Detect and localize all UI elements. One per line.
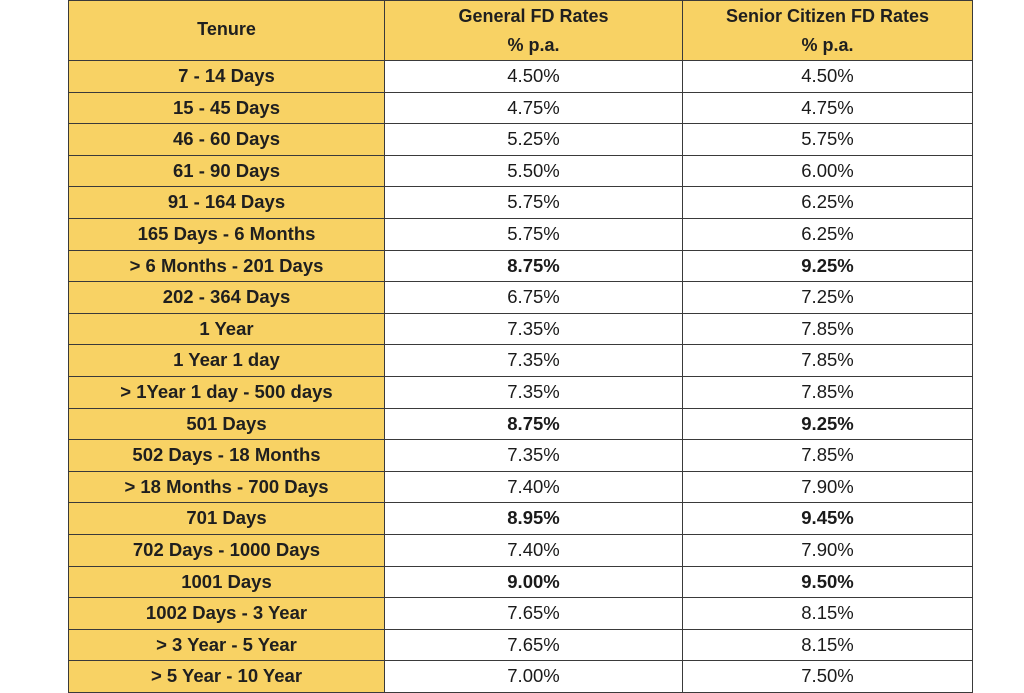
- tenure-cell: > 5 Year - 10 Year: [68, 660, 385, 693]
- senior-rate-cell: 6.00%: [682, 154, 973, 188]
- table-row: 502 Days - 18 Months 7.35% 7.85%: [68, 439, 973, 472]
- tenure-cell: 701 Days: [68, 502, 385, 535]
- general-rate-cell: 4.75%: [384, 91, 683, 125]
- tenure-cell: > 18 Months - 700 Days: [68, 470, 385, 504]
- tenure-column-header: Tenure: [68, 0, 385, 61]
- senior-rate-cell: 9.50%: [682, 565, 973, 599]
- general-rate-cell: 7.00%: [384, 660, 683, 693]
- senior-rate-cell: 7.85%: [682, 439, 973, 472]
- senior-rate-cell: 7.90%: [682, 470, 973, 504]
- senior-rate-cell: 7.85%: [682, 375, 973, 409]
- senior-rate-cell: 4.75%: [682, 91, 973, 125]
- senior-rate-cell: 9.25%: [682, 407, 973, 441]
- senior-rate-cell: 7.85%: [682, 312, 973, 346]
- table-row: 61 - 90 Days 5.50% 6.00%: [68, 154, 973, 188]
- senior-rate-cell: 9.45%: [682, 502, 973, 535]
- table-row: > 18 Months - 700 Days 7.40% 7.90%: [68, 470, 973, 504]
- table-row: 46 - 60 Days 5.25% 5.75%: [68, 123, 973, 156]
- general-rate-cell: 5.50%: [384, 154, 683, 188]
- senior-rate-cell: 8.15%: [682, 597, 973, 630]
- senior-rates-header-label: Senior Citizen FD Rates: [725, 6, 930, 26]
- table-row: 202 - 364 Days 6.75% 7.25%: [68, 281, 973, 314]
- general-rate-cell: 8.75%: [384, 407, 683, 441]
- senior-rate-cell: 7.85%: [682, 344, 973, 377]
- senior-rate-cell: 9.25%: [682, 249, 973, 283]
- tenure-cell: 7 - 14 Days: [68, 60, 385, 93]
- fd-rates-table: Tenure General FD Rates % p.a. Senior Ci…: [68, 0, 973, 693]
- table-header: Tenure General FD Rates % p.a. Senior Ci…: [68, 0, 973, 61]
- general-rate-cell: 7.35%: [384, 439, 683, 472]
- tenure-cell: 165 Days - 6 Months: [68, 217, 385, 251]
- tenure-cell: 1 Year 1 day: [68, 344, 385, 377]
- table-row: 702 Days - 1000 Days 7.40% 7.90%: [68, 533, 973, 567]
- tenure-cell: > 6 Months - 201 Days: [68, 249, 385, 283]
- tenure-cell: 501 Days: [68, 407, 385, 441]
- tenure-cell: 1001 Days: [68, 565, 385, 599]
- senior-rate-cell: 6.25%: [682, 217, 973, 251]
- table-row: 91 - 164 Days 5.75% 6.25%: [68, 186, 973, 219]
- general-rate-cell: 4.50%: [384, 60, 683, 93]
- general-rate-cell: 7.40%: [384, 533, 683, 567]
- table-row: 1 Year 7.35% 7.85%: [68, 312, 973, 346]
- table-row: 701 Days 8.95% 9.45%: [68, 502, 973, 535]
- table-row: 1 Year 1 day 7.35% 7.85%: [68, 344, 973, 377]
- table-row: > 6 Months - 201 Days 8.75% 9.25%: [68, 249, 973, 283]
- general-rate-cell: 5.75%: [384, 217, 683, 251]
- senior-rate-cell: 6.25%: [682, 186, 973, 219]
- table-row: 7 - 14 Days 4.50% 4.50%: [68, 60, 973, 93]
- general-rate-cell: 8.75%: [384, 249, 683, 283]
- table-row: 501 Days 8.75% 9.25%: [68, 407, 973, 441]
- header-row: Tenure General FD Rates % p.a. Senior Ci…: [68, 0, 973, 61]
- general-rate-cell: 5.75%: [384, 186, 683, 219]
- tenure-cell: 1 Year: [68, 312, 385, 346]
- tenure-cell: 502 Days - 18 Months: [68, 439, 385, 472]
- general-rate-cell: 6.75%: [384, 281, 683, 314]
- general-rates-unit-label: % p.a.: [507, 35, 560, 55]
- senior-rate-cell: 7.90%: [682, 533, 973, 567]
- senior-rate-cell: 5.75%: [682, 123, 973, 156]
- table-body: 7 - 14 Days 4.50% 4.50% 15 - 45 Days 4.75% 4.…: [68, 60, 973, 693]
- tenure-cell: > 3 Year - 5 Year: [68, 628, 385, 662]
- general-rates-column-header: General FD Rates % p.a.: [384, 0, 683, 61]
- table-row: > 5 Year - 10 Year 7.00% 7.50%: [68, 660, 973, 693]
- tenure-cell: 1002 Days - 3 Year: [68, 597, 385, 630]
- general-rate-cell: 7.65%: [384, 628, 683, 662]
- tenure-cell: 46 - 60 Days: [68, 123, 385, 156]
- general-rate-cell: 5.25%: [384, 123, 683, 156]
- senior-rate-cell: 7.50%: [682, 660, 973, 693]
- general-rates-header-label: General FD Rates: [458, 6, 609, 26]
- table-row: 15 - 45 Days 4.75% 4.75%: [68, 91, 973, 125]
- general-rate-cell: 7.35%: [384, 312, 683, 346]
- tenure-cell: > 1Year 1 day - 500 days: [68, 375, 385, 409]
- table-row: > 3 Year - 5 Year 7.65% 8.15%: [68, 628, 973, 662]
- tenure-header-label: Tenure: [197, 18, 256, 39]
- table-row: 165 Days - 6 Months 5.75% 6.25%: [68, 217, 973, 251]
- tenure-cell: 15 - 45 Days: [68, 91, 385, 125]
- fd-rates-table-container: Tenure General FD Rates % p.a. Senior Ci…: [68, 0, 973, 693]
- general-rate-cell: 7.65%: [384, 597, 683, 630]
- senior-rates-unit-label: % p.a.: [801, 35, 854, 55]
- senior-rate-cell: 8.15%: [682, 628, 973, 662]
- tenure-cell: 91 - 164 Days: [68, 186, 385, 219]
- table-row: > 1Year 1 day - 500 days 7.35% 7.85%: [68, 375, 973, 409]
- general-rate-cell: 9.00%: [384, 565, 683, 599]
- general-rate-cell: 7.35%: [384, 344, 683, 377]
- senior-rates-column-header: Senior Citizen FD Rates % p.a.: [682, 0, 973, 61]
- general-rate-cell: 7.35%: [384, 375, 683, 409]
- table-row: 1002 Days - 3 Year 7.65% 8.15%: [68, 597, 973, 630]
- table-row: 1001 Days 9.00% 9.50%: [68, 565, 973, 599]
- general-rate-cell: 7.40%: [384, 470, 683, 504]
- senior-rate-cell: 7.25%: [682, 281, 973, 314]
- tenure-cell: 202 - 364 Days: [68, 281, 385, 314]
- tenure-cell: 702 Days - 1000 Days: [68, 533, 385, 567]
- general-rate-cell: 8.95%: [384, 502, 683, 535]
- tenure-cell: 61 - 90 Days: [68, 154, 385, 188]
- senior-rate-cell: 4.50%: [682, 60, 973, 93]
